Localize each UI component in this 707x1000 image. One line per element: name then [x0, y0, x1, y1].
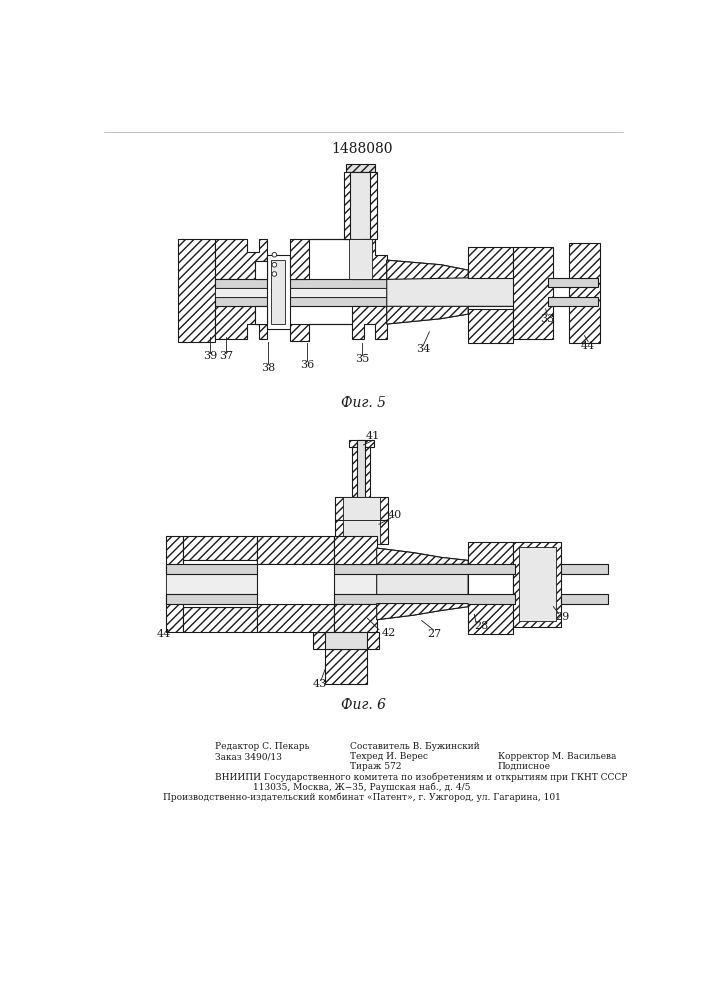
Bar [257, 536, 334, 564]
Bar [513, 542, 561, 627]
Bar [548, 278, 598, 287]
Text: 38: 38 [261, 363, 275, 373]
Bar [468, 599, 513, 634]
Text: Фиг. 6: Фиг. 6 [341, 698, 386, 712]
Polygon shape [377, 548, 468, 620]
Bar [177, 239, 215, 342]
Bar [290, 324, 309, 341]
Bar [334, 536, 377, 564]
Text: 28: 28 [474, 621, 489, 631]
Text: Заказ 3490/13: Заказ 3490/13 [215, 752, 281, 761]
Text: 39: 39 [203, 351, 217, 361]
Polygon shape [377, 604, 468, 620]
Bar [349, 172, 372, 239]
Bar [335, 497, 387, 520]
Polygon shape [309, 239, 387, 279]
Text: 36: 36 [300, 360, 314, 370]
Text: Тираж 572: Тираж 572 [351, 762, 402, 771]
Bar [183, 607, 257, 632]
Polygon shape [215, 306, 267, 339]
Bar [166, 574, 515, 594]
Polygon shape [377, 548, 468, 564]
Text: ВНИИПИ Государственного комитета по изобретениям и открытиям при ГКНТ СССР: ВНИИПИ Государственного комитета по изоб… [215, 773, 627, 782]
Text: 37: 37 [219, 351, 233, 361]
Text: 29: 29 [556, 612, 570, 622]
Bar [349, 440, 373, 447]
Text: 33: 33 [540, 314, 554, 324]
Bar [352, 447, 370, 497]
Bar [215, 297, 548, 306]
Text: Корректор М. Васильева: Корректор М. Васильева [498, 752, 616, 761]
Bar [325, 649, 368, 684]
Bar [325, 632, 368, 649]
Bar [344, 172, 351, 239]
Bar [166, 536, 183, 632]
Bar [513, 247, 554, 339]
Bar [183, 560, 257, 607]
Bar [561, 594, 607, 604]
Bar [518, 547, 556, 621]
Bar [271, 260, 285, 324]
Bar [255, 306, 267, 324]
Polygon shape [387, 260, 468, 279]
Text: Производственно-издательский комбинат «Патент», г. Ужгород, ул. Гагарина, 101: Производственно-издательский комбинат «П… [163, 793, 561, 802]
Circle shape [272, 252, 276, 257]
Text: 40: 40 [387, 510, 402, 520]
Bar [561, 564, 607, 574]
Bar [290, 239, 309, 279]
Text: Подписное: Подписное [498, 762, 551, 771]
Text: 43: 43 [312, 679, 327, 689]
Text: 35: 35 [355, 354, 369, 364]
Polygon shape [387, 306, 468, 324]
Text: Составитель В. Бужинский: Составитель В. Бужинский [351, 742, 480, 751]
Bar [468, 542, 513, 569]
Polygon shape [215, 239, 267, 279]
Bar [548, 297, 598, 306]
Bar [267, 255, 290, 329]
Bar [183, 536, 257, 560]
Bar [468, 247, 513, 278]
Text: 44: 44 [581, 341, 595, 351]
Bar [468, 309, 513, 343]
Bar [346, 164, 375, 172]
Bar [313, 632, 379, 649]
Bar [334, 604, 377, 632]
Bar [215, 279, 548, 288]
Bar [166, 594, 515, 604]
Text: 27: 27 [428, 629, 442, 639]
Bar [255, 261, 267, 279]
Text: 1488080: 1488080 [331, 142, 392, 156]
Circle shape [272, 262, 276, 267]
Bar [215, 288, 548, 297]
Text: 41: 41 [366, 431, 380, 441]
Text: Техред И. Верес: Техред И. Верес [351, 752, 428, 761]
Text: 34: 34 [416, 344, 431, 354]
Bar [349, 239, 372, 279]
Circle shape [272, 272, 276, 276]
Text: Фиг. 5: Фиг. 5 [341, 396, 386, 410]
Text: 42: 42 [382, 628, 396, 638]
Text: 44: 44 [156, 629, 170, 639]
Bar [370, 172, 377, 239]
Bar [343, 497, 380, 520]
Bar [569, 243, 600, 343]
Bar [257, 564, 334, 604]
Bar [257, 604, 334, 632]
Bar [335, 520, 387, 544]
Bar [468, 569, 513, 599]
Text: 113035, Москва, Ж−35, Раушская наб., д. 4/5: 113035, Москва, Ж−35, Раушская наб., д. … [253, 783, 471, 792]
Bar [343, 520, 380, 544]
Text: Редактор С. Пекарь: Редактор С. Пекарь [215, 742, 309, 751]
Bar [357, 440, 365, 497]
Bar [166, 564, 515, 574]
Polygon shape [387, 260, 548, 324]
Polygon shape [309, 306, 387, 339]
